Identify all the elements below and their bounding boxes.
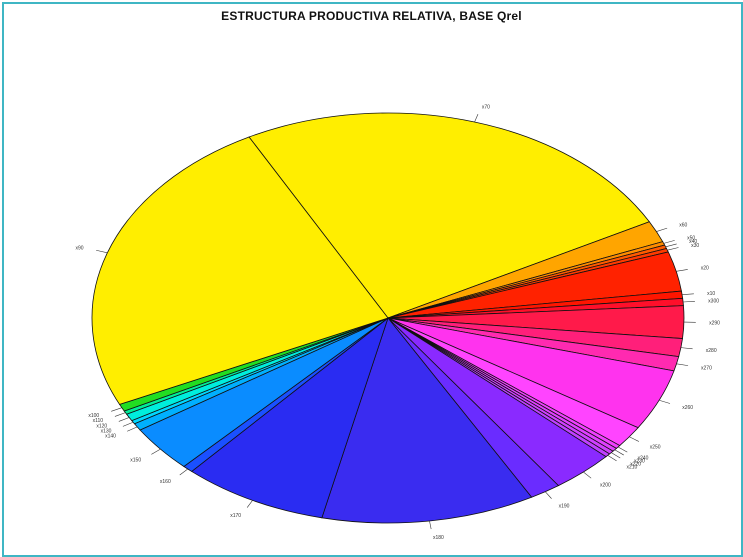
slice-label-x60: x60 — [679, 223, 687, 229]
label-tick-x190 — [545, 491, 552, 499]
slice-label-x70: x70 — [482, 104, 490, 110]
slice-label-x250: x250 — [650, 444, 661, 450]
slice-label-x100: x100 — [88, 413, 99, 419]
slice-label-x200: x200 — [600, 482, 611, 488]
label-tick-x270 — [676, 363, 689, 366]
slice-label-x180: x180 — [433, 535, 444, 541]
slice-label-x240: x240 — [638, 455, 649, 461]
slice-label-x90: x90 — [75, 246, 83, 252]
slice-label-x270: x270 — [701, 365, 712, 371]
label-tick-x170 — [246, 500, 253, 508]
label-tick-x70 — [474, 113, 479, 123]
label-tick-x20 — [676, 269, 688, 272]
label-tick-x160 — [179, 468, 188, 476]
label-tick-x30 — [667, 247, 679, 251]
label-tick-x240 — [617, 446, 628, 453]
label-tick-x210 — [607, 455, 617, 462]
pie-slice-x170 — [190, 316, 389, 519]
slice-label-x20: x20 — [701, 266, 709, 272]
slice-label-x220: x220 — [630, 461, 641, 467]
slice-label-x40: x40 — [689, 239, 697, 245]
label-tick-x120 — [118, 417, 130, 422]
slice-label-x10: x10 — [707, 291, 715, 297]
label-tick-x280 — [680, 347, 693, 350]
label-tick-x50 — [663, 240, 675, 244]
label-tick-x260 — [659, 399, 671, 404]
slice-label-x190: x190 — [559, 504, 570, 510]
label-tick-x60 — [656, 227, 668, 232]
label-tick-x10 — [682, 293, 694, 296]
label-tick-x200 — [583, 471, 592, 479]
slice-label-x260: x260 — [682, 405, 693, 411]
slice-label-x290: x290 — [709, 320, 720, 326]
slice-label-x140: x140 — [105, 434, 116, 440]
slice-label-x110: x110 — [93, 418, 104, 424]
slice-label-x300: x300 — [708, 299, 719, 305]
slice-label-x160: x160 — [160, 479, 171, 485]
chart-title: ESTRUCTURA PRODUCTIVA RELATIVA, BASE Qre… — [221, 9, 522, 23]
slice-label-x150: x150 — [130, 458, 141, 464]
label-tick-x250 — [629, 436, 640, 442]
label-tick-x140 — [127, 426, 138, 432]
slice-label-x170: x170 — [230, 513, 241, 519]
label-tick-x90 — [96, 249, 108, 254]
label-tick-x300 — [683, 301, 695, 303]
label-tick-x130 — [122, 421, 134, 427]
slice-label-x230: x230 — [634, 458, 645, 464]
pie-slice-x90 — [91, 136, 389, 405]
pie-slice-x180 — [321, 317, 533, 524]
label-tick-x40 — [665, 243, 677, 248]
slice-label-x30: x30 — [691, 243, 699, 249]
slice-label-x210: x210 — [626, 464, 637, 470]
label-tick-x220 — [611, 452, 621, 459]
slice-label-x130: x130 — [101, 429, 112, 435]
label-tick-x110 — [114, 412, 126, 417]
slice-label-x50: x50 — [687, 235, 695, 241]
label-tick-x230 — [614, 449, 624, 456]
label-tick-x150 — [151, 448, 161, 455]
label-tick-x180 — [429, 520, 432, 530]
label-tick-x100 — [111, 407, 122, 412]
slice-label-x120: x120 — [96, 423, 107, 429]
slice-label-x280: x280 — [706, 348, 717, 354]
